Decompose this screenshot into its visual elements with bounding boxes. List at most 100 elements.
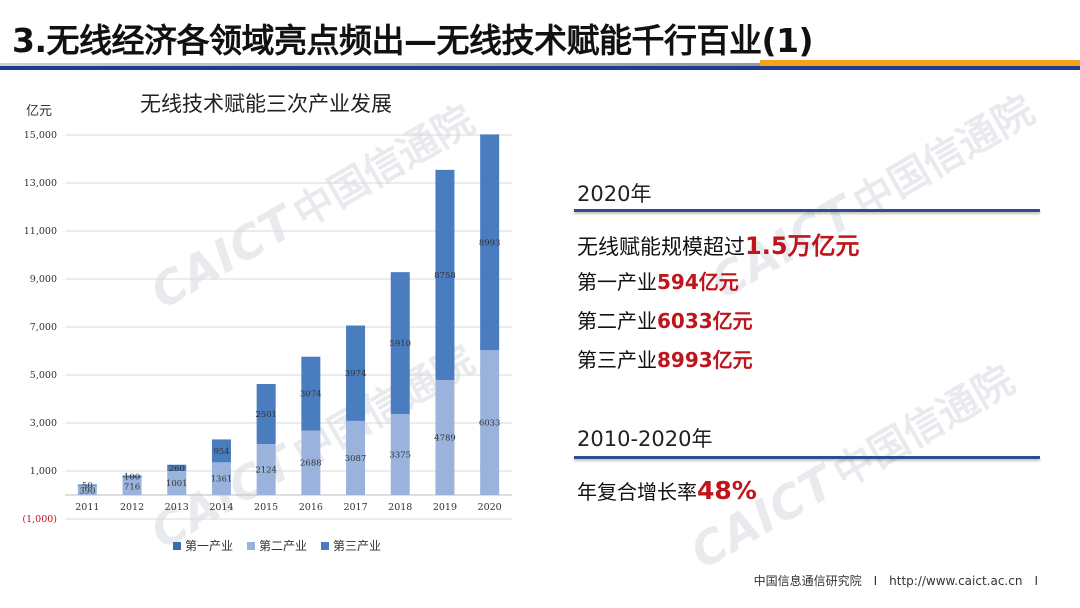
bar-segment (480, 350, 500, 495)
y-tick-label: 7,000 (30, 322, 57, 333)
section-divider (574, 456, 1040, 459)
y-tick-label: 5,000 (30, 370, 57, 381)
data-label: 3087 (345, 454, 367, 464)
data-label: 4789 (434, 434, 456, 444)
x-tick-label: 2017 (343, 502, 367, 513)
section-divider (574, 209, 1040, 212)
bar-segment (435, 380, 455, 495)
y-tick-label: 3,000 (30, 418, 57, 429)
watermark: CAICT中国信通院 (701, 87, 1043, 310)
stacked-bar-chart: (1,000) 1,000 3,000 5,000 7,000 9,000 11,000 13… (22, 130, 512, 525)
legend-swatch-tertiary (321, 541, 330, 550)
x-tick-label: 2015 (254, 502, 278, 513)
bar-segment (301, 430, 321, 495)
x-tick-label: 2019 (433, 502, 457, 513)
bar-segment (390, 272, 410, 414)
bar-segment (167, 470, 187, 495)
x-tick-label: 2012 (120, 502, 144, 513)
stat-label: 第一产业 (577, 270, 657, 294)
stat-tertiary-industry: 第三产业8993亿元 (577, 344, 753, 373)
stat-label: 年复合增长率 (577, 480, 697, 504)
stat-label: 第三产业 (577, 348, 657, 372)
x-tick-label: 2011 (75, 502, 99, 513)
chart-legend: 第一产业 第二产业 第三产业 (173, 537, 381, 554)
data-label: 8758 (434, 271, 456, 281)
data-label: 954 (213, 447, 229, 457)
section-heading-period: 2010-2020年 (577, 427, 713, 451)
stat-secondary-industry: 第二产业6033亿元 (577, 305, 753, 334)
stat-total-scale: 无线赋能规模超过1.5万亿元 (577, 226, 860, 261)
bar-segment (122, 475, 142, 478)
chart-title: 无线技术赋能三次产业发展 (140, 92, 392, 116)
bar-segment (256, 444, 276, 495)
bar-segment (346, 420, 366, 495)
stat-label: 无线赋能规模超过 (577, 235, 745, 259)
y-axis-unit: 亿元 (26, 104, 53, 119)
legend-label-tertiary: 第三产业 (333, 539, 382, 553)
bar-segment (435, 169, 455, 381)
bar-segment (77, 485, 97, 495)
bar-segment (346, 325, 366, 421)
legend-swatch-primary (173, 541, 181, 550)
y-tick-label: 1,000 (30, 466, 57, 477)
title-underline-orange (760, 60, 1080, 66)
bar-segment (122, 477, 142, 495)
footer-org: 中国信息通信研究院 (753, 574, 862, 588)
x-tick-label: 2014 (209, 502, 233, 513)
slide-title: 3.无线经济各领域亮点频出—无线技术赋能千行百业(1) (12, 21, 814, 60)
legend-item-secondary: 第二产业 (247, 537, 307, 554)
data-label: 6033 (479, 419, 501, 429)
title-underline-grey (0, 63, 760, 66)
data-label: 5910 (389, 339, 411, 349)
stat-label: 第二产业 (577, 309, 657, 333)
title-underline-blue (0, 66, 1080, 70)
x-tick-label: 2013 (165, 502, 189, 513)
stat-cagr: 年复合增长率48% (577, 476, 757, 505)
legend-item-primary: 第一产业 (173, 537, 233, 554)
footer-separator: I (1034, 574, 1038, 588)
data-label: 2501 (255, 410, 277, 420)
watermark: CAICT中国信通院 (681, 357, 1023, 580)
legend-label-secondary: 第二产业 (259, 539, 308, 553)
x-tick-label: 2018 (388, 502, 412, 513)
data-label: 390 (79, 486, 95, 496)
data-label: 716 (124, 482, 140, 492)
data-label: 3375 (389, 451, 411, 461)
data-label: 260 (169, 464, 185, 474)
legend-swatch-secondary (247, 541, 256, 550)
data-label: 2688 (300, 459, 322, 469)
y-tick-label: 11,000 (24, 226, 57, 237)
bar-segment (480, 134, 500, 351)
data-label: 2124 (255, 466, 277, 476)
bar-segment (77, 484, 97, 486)
footer-separator: I (873, 574, 878, 588)
y-tick-label: 9,000 (30, 274, 57, 285)
bar-segment (167, 464, 187, 471)
footer-url[interactable]: http://www.caict.ac.cn (889, 574, 1023, 588)
x-tick-label: 2016 (299, 502, 323, 513)
y-tick-label: 15,000 (24, 130, 57, 141)
stat-value: 1.5万亿元 (745, 232, 860, 260)
data-label: 50 (82, 481, 93, 491)
legend-label-primary: 第一产业 (185, 539, 234, 553)
y-tick-label: 13,000 (24, 178, 57, 189)
stat-value: 594亿元 (657, 270, 739, 294)
legend-item-tertiary: 第三产业 (321, 537, 381, 554)
data-label: 100 (124, 473, 140, 483)
bar-segment (256, 384, 276, 445)
y-tick-label: (1,000) (22, 514, 57, 525)
stat-value: 8993亿元 (657, 348, 753, 372)
stat-value: 6033亿元 (657, 309, 753, 333)
x-tick-label: 2020 (478, 502, 502, 513)
bar-segment (390, 414, 410, 495)
data-label: 1361 (211, 475, 233, 485)
data-label: 3974 (345, 369, 367, 379)
data-label: 8993 (479, 238, 501, 248)
bar-segment (301, 356, 321, 431)
section-heading-2020: 2020年 (577, 182, 652, 206)
data-label: 3074 (300, 390, 322, 400)
stat-primary-industry: 第一产业594亿元 (577, 266, 739, 295)
data-label: 1001 (166, 479, 188, 489)
stat-value: 48% (697, 476, 757, 505)
